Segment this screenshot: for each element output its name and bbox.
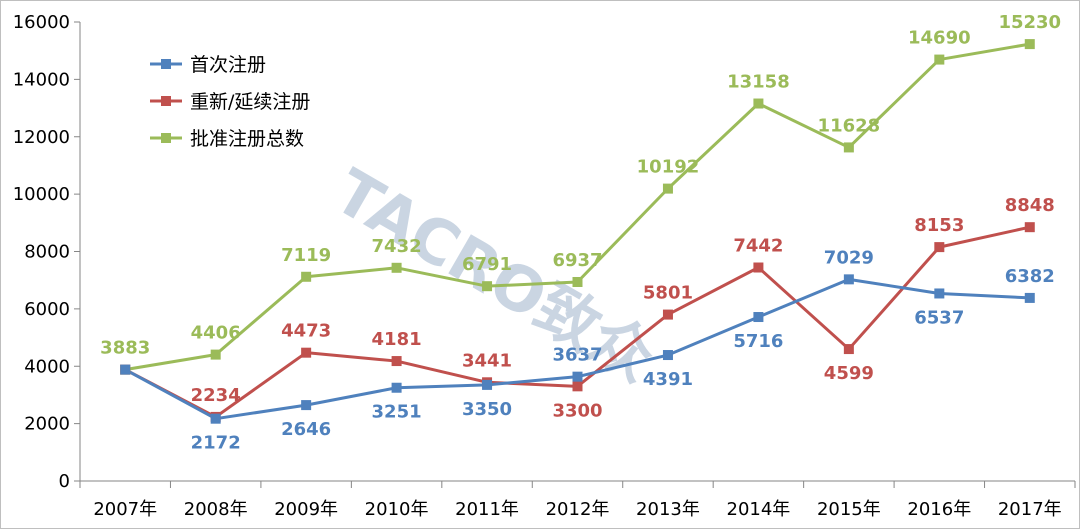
data-label: 3350: [462, 399, 512, 420]
data-label: 3251: [372, 402, 422, 423]
series-0-point: [934, 288, 945, 299]
series-2-point: [934, 54, 945, 65]
series-1-point: [301, 347, 312, 358]
x-tick-label: 2015年: [817, 499, 881, 520]
data-label: 13158: [727, 72, 790, 93]
series-1-point: [662, 309, 673, 320]
series-0-point: [301, 400, 312, 411]
data-label: 5716: [733, 331, 783, 352]
data-label: 4406: [191, 323, 241, 344]
y-tick-label: 6000: [24, 299, 70, 320]
data-label: 2646: [281, 419, 331, 440]
data-label: 3637: [552, 345, 602, 366]
data-label: 8848: [1005, 195, 1055, 216]
legend-entry: 批准注册总数: [190, 128, 304, 150]
data-label: 2234: [191, 385, 241, 406]
data-label: 6937: [552, 250, 602, 271]
x-tick-label: 2009年: [274, 499, 338, 520]
x-tick-label: 2011年: [455, 499, 519, 520]
legend-entry: 首次注册: [190, 54, 266, 76]
x-tick-label: 2008年: [184, 499, 248, 520]
legend-entry: 重新/延续注册: [190, 91, 310, 113]
data-label: 7119: [281, 245, 331, 266]
data-label: 7432: [372, 236, 422, 257]
series-2-point: [301, 271, 312, 282]
data-label: 4391: [643, 369, 693, 390]
x-tick-label: 2010年: [365, 499, 429, 520]
series-1-point: [753, 262, 764, 273]
series-0-point: [482, 379, 493, 390]
data-label: 4181: [372, 329, 422, 350]
series-2-point: [391, 262, 402, 273]
data-label: 5801: [643, 283, 693, 304]
series-1-point: [391, 356, 402, 367]
y-tick-label: 14000: [13, 69, 70, 90]
data-label: 6382: [1005, 266, 1055, 287]
x-tick-label: 2016年: [907, 499, 971, 520]
data-label: 3300: [552, 400, 602, 421]
x-tick-label: 2007年: [93, 499, 157, 520]
data-label: 15230: [998, 12, 1061, 33]
series-0-point: [210, 413, 221, 424]
series-1-point: [572, 381, 583, 392]
series-0-point: [391, 382, 402, 393]
data-label: 4599: [824, 363, 874, 384]
data-label: 14690: [908, 28, 971, 49]
data-label: 6791: [462, 254, 512, 275]
y-tick-label: 4000: [24, 356, 70, 377]
series-0-point: [843, 274, 854, 285]
y-tick-label: 0: [59, 471, 70, 492]
x-tick-label: 2013年: [636, 499, 700, 520]
y-tick-label: 8000: [24, 242, 70, 263]
series-0-point: [753, 312, 764, 323]
series-0-point: [1024, 292, 1035, 303]
data-label: 7442: [733, 236, 783, 257]
y-tick-label: 12000: [13, 127, 70, 148]
series-1-point: [934, 242, 945, 253]
series-2-point: [753, 98, 764, 109]
y-tick-label: 10000: [13, 184, 70, 205]
y-tick-label: 2000: [24, 414, 70, 435]
series-1-point: [843, 344, 854, 355]
legend-marker-2: [161, 133, 171, 143]
data-label: 7029: [824, 247, 874, 268]
data-label: 11628: [818, 115, 881, 136]
series-2-point: [662, 183, 673, 194]
data-label: 6537: [914, 307, 964, 328]
y-tick-label: 16000: [13, 12, 70, 33]
series-2-point: [843, 142, 854, 153]
x-tick-label: 2014年: [727, 499, 791, 520]
data-label: 4473: [281, 321, 331, 342]
series-1-point: [1024, 222, 1035, 233]
legend-marker-1: [161, 96, 171, 106]
series-0-point: [662, 350, 673, 361]
data-label: 10192: [637, 157, 700, 178]
legend-marker-0: [161, 59, 171, 69]
series-2-point: [210, 349, 221, 360]
x-tick-label: 2012年: [546, 499, 610, 520]
data-label: 3883: [100, 338, 150, 359]
x-tick-label: 2017年: [998, 499, 1062, 520]
series-2-point: [1024, 39, 1035, 50]
data-label: 8153: [914, 215, 964, 236]
series-2-point: [572, 276, 583, 287]
series-0-point: [120, 364, 131, 375]
series-2-point: [482, 281, 493, 292]
series-0-point: [572, 371, 583, 382]
data-label: 2172: [191, 433, 241, 454]
data-label: 3441: [462, 350, 512, 371]
